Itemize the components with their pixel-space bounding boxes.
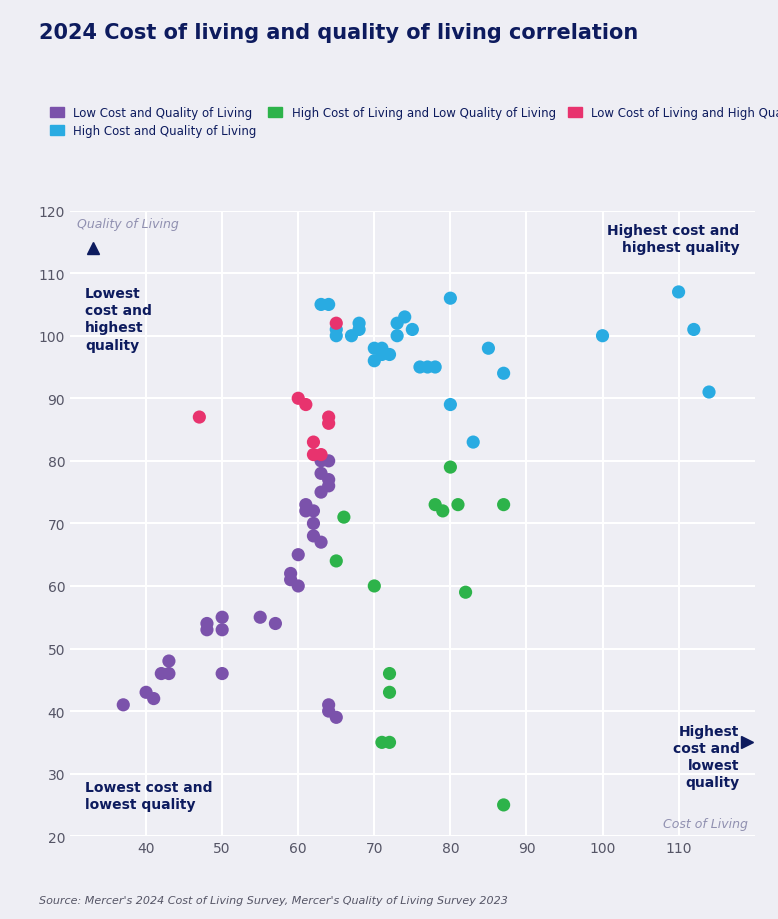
Low Cost and Quality of Living [216,666,229,681]
Low Cost and Quality of Living [315,454,328,469]
Low Cost and Quality of Living [163,654,175,669]
High Cost and Quality of Living [330,329,342,344]
Low Cost and Quality of Living [322,454,335,469]
High Cost and Quality of Living [391,316,403,331]
Low Cost and Quality of Living [216,623,229,638]
Low Cost and Quality of Living [307,504,320,518]
High Cost and Quality of Living [391,329,403,344]
High Cost and Quality of Living [368,342,380,357]
High Cost and Quality of Living [398,311,411,325]
High Cost and Quality of Living [596,329,608,344]
High Cost and Quality of Living [422,360,434,375]
Low Cost and Quality of Living [322,698,335,712]
High Cost and Quality of Living [703,385,715,400]
Low Cost and Quality of Living [315,535,328,550]
High Cost of Living and Low Quality of Living [384,666,396,681]
Legend: Low Cost and Quality of Living, High Cost and Quality of Living, High Cost of Li: Low Cost and Quality of Living, High Cos… [45,102,778,142]
High Cost of Living and Low Quality of Living [497,498,510,513]
High Cost and Quality of Living [376,347,388,362]
Low Cost and Quality of Living [300,504,312,518]
High Cost and Quality of Living [376,342,388,357]
Text: Lowest
cost and
highest
quality: Lowest cost and highest quality [86,287,152,352]
Text: Cost of Living: Cost of Living [663,817,748,830]
Low Cost and Quality of Living [285,566,297,581]
High Cost of Living and Low Quality of Living [376,735,388,750]
Low Cost and Quality of Living [292,579,304,594]
Low Cost of Living and High Quality of Living [300,398,312,413]
High Cost and Quality of Living [368,354,380,369]
High Cost of Living and Low Quality of Living [429,498,441,513]
High Cost and Quality of Living [482,342,495,357]
Low Cost and Quality of Living [285,573,297,587]
High Cost and Quality of Living [444,291,457,306]
Low Cost and Quality of Living [307,516,320,531]
High Cost of Living and Low Quality of Living [497,798,510,812]
High Cost of Living and Low Quality of Living [384,735,396,750]
Low Cost of Living and High Quality of Living [315,448,328,462]
Low Cost and Quality of Living [201,623,213,638]
Text: Lowest cost and
lowest quality: Lowest cost and lowest quality [86,780,212,811]
Low Cost and Quality of Living [330,710,342,725]
High Cost and Quality of Living [688,323,700,337]
Low Cost of Living and High Quality of Living [292,391,304,406]
Low Cost and Quality of Living [254,610,266,625]
High Cost and Quality of Living [429,360,441,375]
Low Cost and Quality of Living [315,485,328,500]
High Cost and Quality of Living [467,436,479,450]
Low Cost of Living and High Quality of Living [307,448,320,462]
High Cost and Quality of Living [345,329,358,344]
Low Cost and Quality of Living [155,666,167,681]
High Cost of Living and Low Quality of Living [330,554,342,569]
Low Cost of Living and High Quality of Living [307,436,320,450]
High Cost and Quality of Living [497,367,510,381]
Low Cost and Quality of Living [216,610,229,625]
Low Cost and Quality of Living [201,617,213,631]
High Cost of Living and Low Quality of Living [368,579,380,594]
High Cost and Quality of Living [672,285,685,300]
High Cost and Quality of Living [414,360,426,375]
Text: Highest
cost and
lowest
quality: Highest cost and lowest quality [672,724,739,789]
Low Cost and Quality of Living [163,666,175,681]
Low Cost and Quality of Living [322,704,335,719]
High Cost and Quality of Living [353,323,366,337]
High Cost and Quality of Living [406,323,419,337]
High Cost of Living and Low Quality of Living [459,585,471,600]
High Cost and Quality of Living [384,347,396,362]
High Cost of Living and Low Quality of Living [338,510,350,525]
High Cost of Living and Low Quality of Living [444,460,457,475]
Low Cost and Quality of Living [300,498,312,513]
Low Cost and Quality of Living [315,467,328,482]
High Cost and Quality of Living [315,298,328,312]
Low Cost of Living and High Quality of Living [330,316,342,331]
Low Cost and Quality of Living [269,617,282,631]
Low Cost and Quality of Living [322,472,335,487]
High Cost of Living and Low Quality of Living [452,498,464,513]
High Cost of Living and Low Quality of Living [436,504,449,518]
High Cost and Quality of Living [353,316,366,331]
Low Cost of Living and High Quality of Living [322,410,335,425]
Text: 2024 Cost of living and quality of living correlation: 2024 Cost of living and quality of livin… [39,23,638,43]
Low Cost of Living and High Quality of Living [322,416,335,431]
Low Cost of Living and High Quality of Living [193,410,205,425]
High Cost of Living and Low Quality of Living [384,686,396,700]
Text: Source: Mercer's 2024 Cost of Living Survey, Mercer's Quality of Living Survey 2: Source: Mercer's 2024 Cost of Living Sur… [39,895,508,905]
High Cost and Quality of Living [444,398,457,413]
Low Cost and Quality of Living [140,686,152,700]
Low Cost and Quality of Living [307,529,320,544]
Text: Quality of Living: Quality of Living [77,218,179,231]
High Cost and Quality of Living [330,323,342,337]
Text: Highest cost and
highest quality: Highest cost and highest quality [608,224,739,255]
High Cost and Quality of Living [322,298,335,312]
Low Cost and Quality of Living [148,691,160,706]
Low Cost and Quality of Living [292,548,304,562]
Low Cost and Quality of Living [322,479,335,494]
Low Cost and Quality of Living [117,698,129,712]
